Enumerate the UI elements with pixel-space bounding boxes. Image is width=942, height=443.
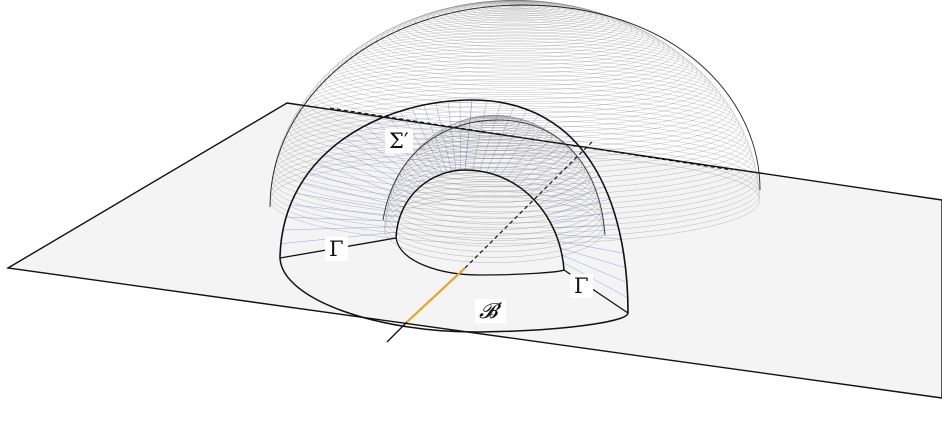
ground-plane <box>8 103 942 398</box>
label-gamma-right: Γ <box>570 274 593 298</box>
label-gamma-left: Γ <box>325 237 348 261</box>
outer-latitude-line <box>356 24 674 81</box>
outer-latitude-line <box>351 27 679 86</box>
label-sigma-prime: Σ′ <box>385 129 413 153</box>
label-b-prime: 𝓑′ <box>475 299 506 323</box>
outer-latitude-line <box>421 3 609 37</box>
